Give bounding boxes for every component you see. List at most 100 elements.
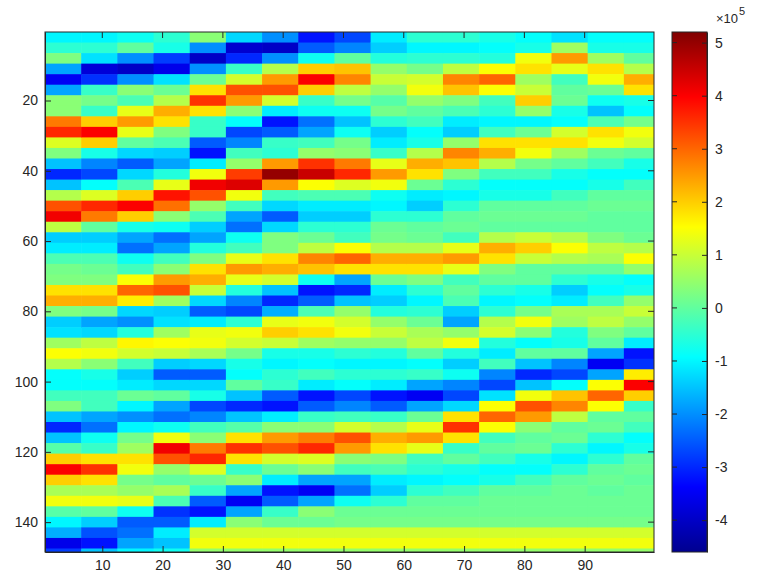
heatmap-cell (551, 527, 588, 538)
heatmap-cell (190, 274, 227, 285)
heatmap-cell (624, 74, 654, 85)
heatmap-cell (551, 127, 588, 138)
heatmap-cell (154, 64, 191, 75)
heatmap-cell (624, 496, 654, 507)
heatmap-cell (45, 201, 82, 212)
heatmap-cell (479, 496, 516, 507)
heatmap-cell (334, 137, 371, 148)
heatmap-cell (479, 211, 516, 222)
heatmap-cell (81, 359, 118, 370)
heatmap-cell (45, 401, 82, 412)
heatmap-cell (624, 64, 654, 75)
heatmap-cell (226, 32, 263, 43)
heatmap-cell (190, 222, 227, 233)
heatmap-cell (298, 106, 335, 117)
heatmap-cell (479, 180, 516, 191)
heatmap-cell (226, 359, 263, 370)
heatmap-cell (479, 380, 516, 391)
heatmap-cell (298, 390, 335, 401)
heatmap-cell (515, 527, 552, 538)
heatmap-cell (154, 475, 191, 486)
heatmap-cell (515, 53, 552, 64)
heatmap-cell (226, 148, 263, 159)
heatmap-cell (551, 485, 588, 496)
heatmap-cell (298, 527, 335, 538)
heatmap-cell (551, 296, 588, 307)
heatmap-cell (443, 274, 480, 285)
axis-line (707, 33, 708, 553)
heatmap-cell (81, 454, 118, 465)
heatmap-cell (117, 359, 154, 370)
heatmap-cell (371, 380, 408, 391)
heatmap-cell (81, 411, 118, 422)
heatmap-cell (226, 201, 263, 212)
heatmap-cell (515, 211, 552, 222)
heatmap-cell (226, 548, 263, 552)
heatmap-cell (515, 32, 552, 43)
tick-mark (524, 546, 525, 552)
heatmap-cell (154, 369, 191, 380)
heatmap-cell (515, 137, 552, 148)
heatmap-cell (334, 296, 371, 307)
heatmap-cell (45, 169, 82, 180)
heatmap-cell (551, 85, 588, 96)
heatmap-cell (298, 506, 335, 517)
heatmap-cell (154, 43, 191, 54)
heatmap-cell (515, 85, 552, 96)
heatmap-cell (117, 454, 154, 465)
heatmap-cell (154, 338, 191, 349)
heatmap-cell (588, 433, 625, 444)
heatmap-cell (226, 106, 263, 117)
heatmap-cell (588, 106, 625, 117)
heatmap-cell (154, 180, 191, 191)
heatmap-cell (371, 180, 408, 191)
heatmap-cell (81, 390, 118, 401)
heatmap-cell (226, 74, 263, 85)
heatmap-cell (154, 306, 191, 317)
heatmap-cell (154, 148, 191, 159)
heatmap-cell (190, 64, 227, 75)
heatmap-cell (443, 201, 480, 212)
heatmap-cell (371, 158, 408, 169)
tick: 40 (22, 163, 51, 179)
heatmap-cell (624, 127, 654, 138)
heatmap-cell (298, 169, 335, 180)
heatmap-cell (588, 380, 625, 391)
heatmap-cell (154, 137, 191, 148)
heatmap-cell (154, 327, 191, 338)
heatmap-cell (154, 85, 191, 96)
heatmap-cell (371, 106, 408, 117)
heatmap-cell (298, 348, 335, 359)
heatmap-cell (479, 274, 516, 285)
tick-mark (702, 520, 707, 521)
heatmap-cell (515, 517, 552, 528)
heatmap-cell (479, 64, 516, 75)
heatmap-cell (262, 148, 299, 159)
heatmap-cell (298, 443, 335, 454)
heatmap-cell (298, 411, 335, 422)
heatmap-cell (371, 85, 408, 96)
heatmap-cell (515, 454, 552, 465)
heatmap-cell (81, 327, 118, 338)
heatmap-cell (334, 306, 371, 317)
heatmap-cell (407, 137, 444, 148)
heatmap-cell (117, 43, 154, 54)
heatmap-cell (588, 85, 625, 96)
heatmap-cell (81, 348, 118, 359)
heatmap-cell (262, 64, 299, 75)
tick-mark (702, 43, 707, 44)
tick-mark (648, 100, 654, 101)
tick-label: -4 (715, 512, 728, 528)
heatmap-cell (624, 401, 654, 412)
heatmap-cell (551, 506, 588, 517)
heatmap-cell (371, 211, 408, 222)
heatmap-cell (45, 64, 82, 75)
tick-mark (403, 32, 404, 38)
heatmap-cell (551, 390, 588, 401)
heatmap-cell (443, 106, 480, 117)
heatmap-cell (624, 296, 654, 307)
heatmap-cell (334, 116, 371, 127)
tick-mark (672, 414, 677, 415)
heatmap-cell (624, 348, 654, 359)
tick-label: 50 (336, 557, 352, 573)
